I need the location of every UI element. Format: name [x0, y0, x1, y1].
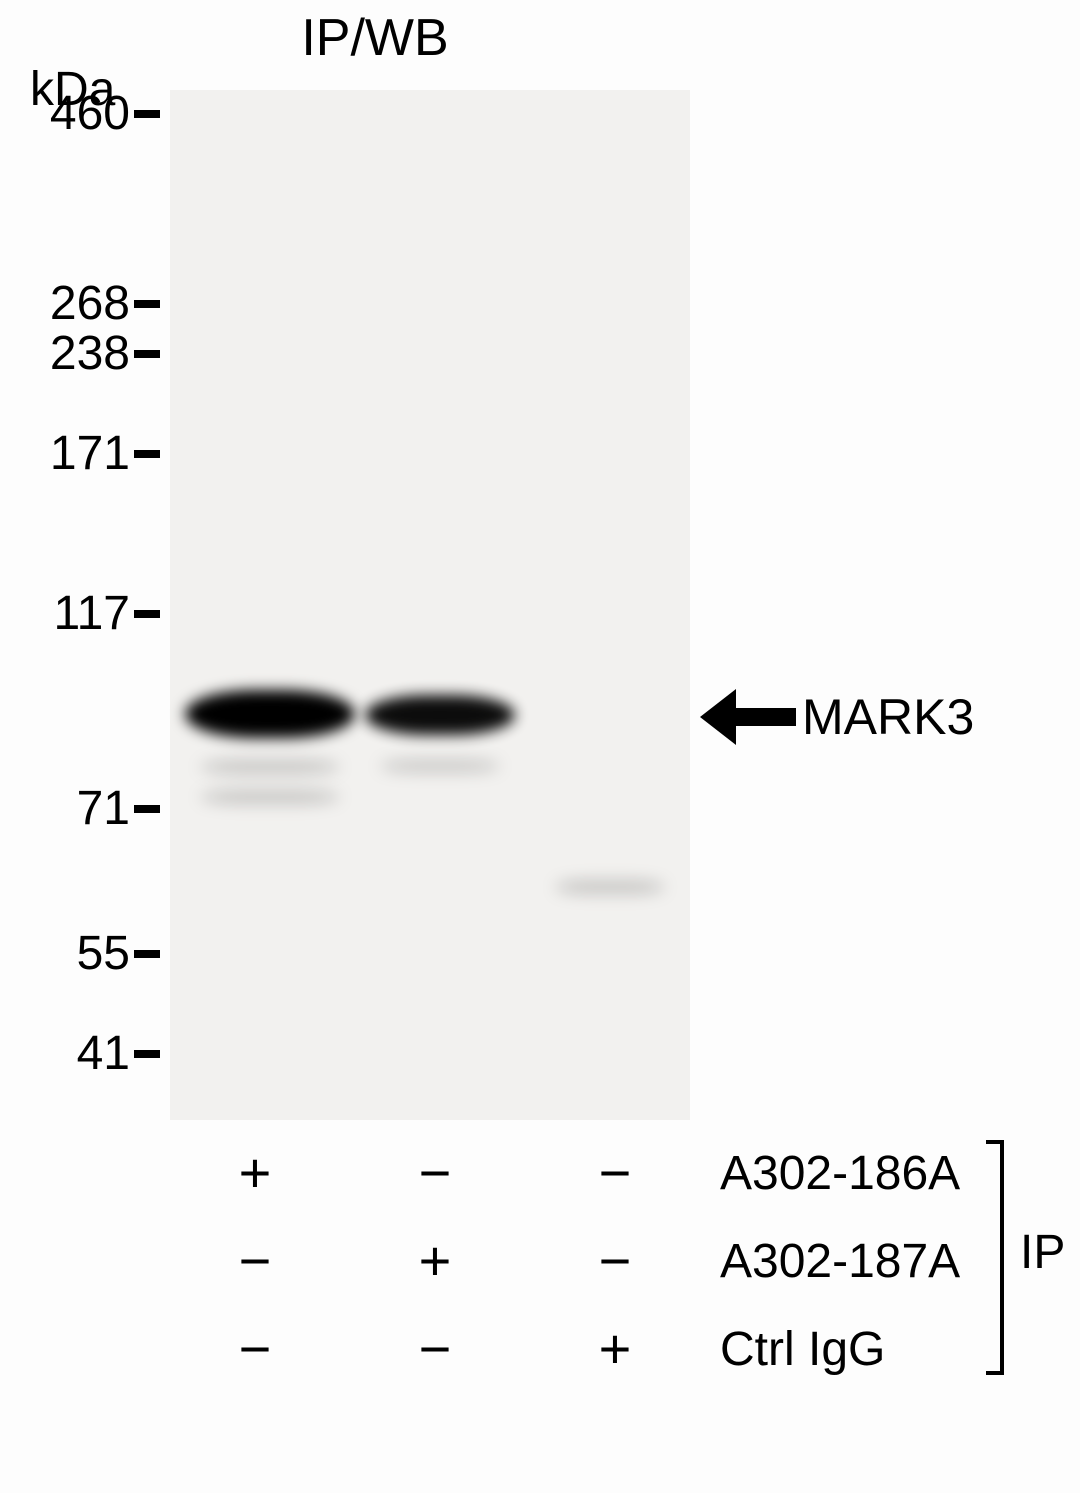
- mw-marker-value: 460: [20, 86, 130, 141]
- mw-marker: 268: [20, 276, 160, 331]
- mw-marker-value: 55: [20, 926, 130, 981]
- mw-marker-value: 238: [20, 326, 130, 381]
- lane-mark-minus: −: [395, 1316, 475, 1381]
- lane-mark-minus: −: [575, 1140, 655, 1205]
- mw-marker-tick: [134, 350, 160, 358]
- lane-mark-minus: −: [215, 1316, 295, 1381]
- ip-antibody-label: A302-186A: [720, 1146, 960, 1201]
- blot-band-faint: [200, 760, 340, 774]
- target-protein-label: MARK3: [802, 688, 974, 746]
- mw-marker-value: 117: [20, 586, 130, 641]
- figure-container: IP/WB kDa 460268238171117715541 MARK3 +−…: [0, 0, 1080, 1493]
- mw-marker: 238: [20, 326, 160, 381]
- blot-band-faint: [200, 790, 340, 804]
- blot-band-faint: [380, 760, 500, 772]
- mw-marker: 171: [20, 426, 160, 481]
- mw-marker: 460: [20, 86, 160, 141]
- lane-mark-plus: +: [215, 1140, 295, 1205]
- blot-band-faint: [555, 880, 665, 894]
- mw-marker-value: 41: [20, 1026, 130, 1081]
- mw-marker-tick: [134, 450, 160, 458]
- blot-band-mark3: [365, 695, 515, 735]
- mw-marker-tick: [134, 950, 160, 958]
- ip-antibody-label: Ctrl IgG: [720, 1322, 885, 1377]
- ip-antibody-label: A302-187A: [720, 1234, 960, 1289]
- mw-marker: 71: [20, 781, 160, 836]
- technique-title: IP/WB: [200, 8, 550, 68]
- lane-mark-minus: −: [575, 1228, 655, 1293]
- target-arrow: MARK3: [700, 688, 974, 746]
- mw-marker-value: 71: [20, 781, 130, 836]
- mw-marker: 55: [20, 926, 160, 981]
- mw-marker-tick: [134, 110, 160, 118]
- lane-mark-plus: +: [395, 1228, 475, 1293]
- blot-band-mark3: [185, 690, 355, 738]
- arrow-stem: [736, 708, 796, 726]
- mw-marker: 117: [20, 586, 160, 641]
- mw-marker-tick: [134, 300, 160, 308]
- mw-marker: 41: [20, 1026, 160, 1081]
- arrow-head-icon: [700, 689, 736, 745]
- ip-bracket: [1000, 1140, 1004, 1375]
- mw-marker-tick: [134, 805, 160, 813]
- mw-marker-tick: [134, 1050, 160, 1058]
- blot-image-area: [170, 90, 690, 1120]
- lane-mark-plus: +: [575, 1316, 655, 1381]
- lane-mark-minus: −: [395, 1140, 475, 1205]
- mw-marker-value: 268: [20, 276, 130, 331]
- lane-mark-minus: −: [215, 1228, 295, 1293]
- mw-marker-tick: [134, 610, 160, 618]
- mw-marker-value: 171: [20, 426, 130, 481]
- ip-bracket-label: IP: [1020, 1225, 1065, 1280]
